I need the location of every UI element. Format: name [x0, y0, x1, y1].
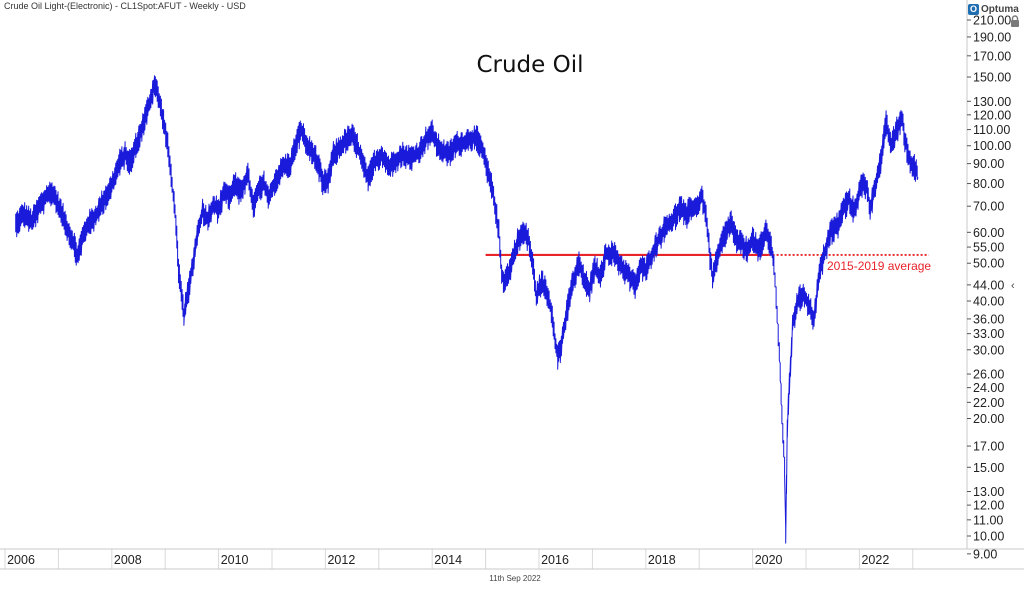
x-tick-label: 2022: [861, 553, 889, 567]
y-tick-label: 36.00: [973, 312, 1004, 326]
grid-lines: [4, 549, 914, 569]
optuma-logo-text: Optuma: [981, 3, 1019, 15]
y-tick-label: 20.00: [973, 412, 1004, 426]
y-tick-label: 130.00: [973, 95, 1011, 109]
y-tick-label: 150.00: [973, 71, 1011, 85]
optuma-logo: O Optuma: [968, 2, 1019, 16]
y-tick-label: 100.00: [973, 139, 1011, 153]
y-tick-label: 15.00: [973, 461, 1004, 475]
y-tick-label: 190.00: [973, 30, 1011, 44]
y-tick-label: 11.00: [973, 513, 1003, 527]
y-tick-label: 9.00: [973, 547, 997, 561]
y-tick-label: 50.00: [973, 257, 1004, 271]
y-tick-label: 55.00: [973, 241, 1004, 255]
x-tick-label: 2006: [7, 553, 35, 567]
x-tick-label: 2012: [327, 553, 355, 567]
axes: 210.00 190.00 170.00 150.00 130.00120.00110.…: [7, 14, 1011, 568]
y-tick-label: 24.00: [973, 381, 1004, 395]
y-tick-label: 44.00: [973, 278, 1004, 292]
chart-title: Crude Oil: [476, 52, 584, 78]
y-tick-label: 80.00: [973, 177, 1004, 191]
optuma-logo-icon: O: [968, 3, 979, 15]
y-tick-label: 22.00: [973, 396, 1004, 410]
y-tick-label: 10.00: [973, 530, 1004, 544]
y-tick-label: 60.00: [973, 226, 1004, 240]
x-tick-label: 2014: [434, 553, 462, 567]
y-tick-label: 170.00: [973, 49, 1011, 63]
price-series-line: [15, 75, 919, 544]
y-tick-label: 110.00: [973, 123, 1010, 137]
x-tick-label: 2016: [541, 553, 569, 567]
x-tick-label: 2008: [114, 553, 142, 567]
y-tick-label: 70.00: [973, 200, 1004, 214]
y-tick-label: 90.00: [973, 157, 1004, 171]
chart-header-title: Crude Oil Light-(Electronic) - CL1Spot:A…: [4, 1, 246, 11]
x-tick-label: 2010: [221, 553, 249, 567]
y-tick-label: 30.00: [973, 343, 1004, 357]
x-tick-label: 2018: [648, 553, 676, 567]
y-tick-label: 33.00: [973, 327, 1004, 341]
y-tick-label: 17.00: [973, 440, 1004, 454]
y-tick-label: 26.00: [973, 368, 1004, 382]
y-tick-label: 13.00: [973, 485, 1004, 499]
y-tick-label: 210.00: [973, 14, 1011, 28]
average-line-label: 2015-2019 average: [827, 259, 931, 273]
y-tick-label: 40.00: [973, 295, 1004, 309]
y-tick-label: 12.00: [973, 499, 1004, 513]
price-series-group: [15, 75, 919, 544]
lock-icon[interactable]: [1008, 14, 1022, 28]
collapse-panel-icon[interactable]: ‹: [1011, 280, 1015, 292]
y-tick-label: 120.00: [973, 108, 1011, 122]
x-tick-label: 2020: [755, 553, 783, 567]
footer-date: 11th Sep 2022: [489, 574, 541, 583]
average-line-group: 2015-2019 average: [485, 253, 931, 273]
